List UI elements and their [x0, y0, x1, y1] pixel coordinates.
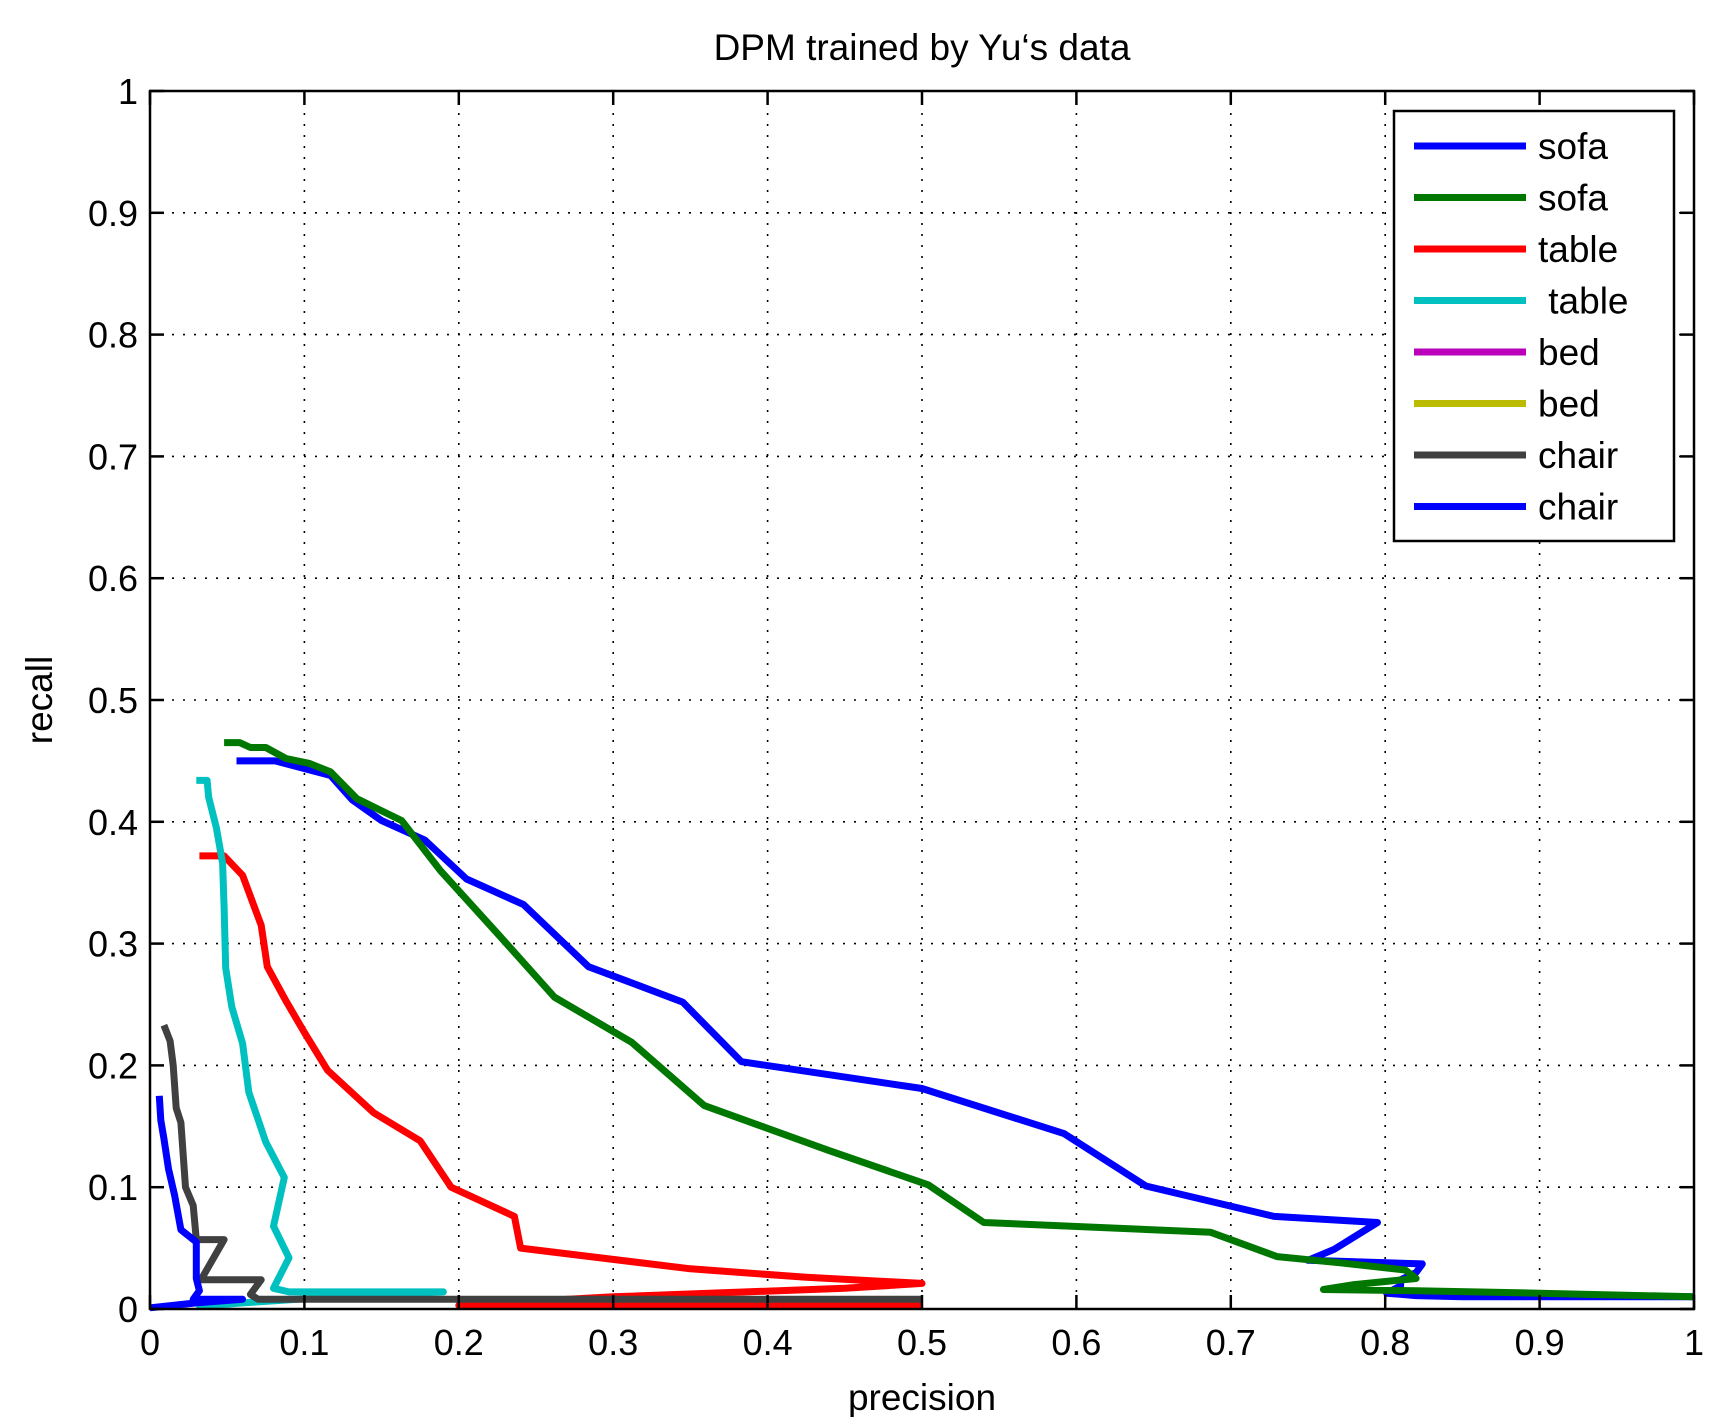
y-tick-label: 0.7	[88, 436, 138, 477]
x-tick-label: 0.5	[897, 1322, 947, 1363]
x-tick-label: 0.1	[279, 1322, 329, 1363]
y-tick-label: 0.8	[88, 315, 138, 356]
legend-label-1: sofa	[1538, 126, 1608, 167]
y-tick-label: 0.2	[88, 1045, 138, 1086]
series-line-4	[196, 776, 447, 1311]
legend: sofa sofa table table bed bed chair chair	[1392, 109, 1676, 543]
legend-label-6: bed	[1538, 384, 1600, 425]
x-tick-label: 0.9	[1515, 1322, 1565, 1363]
x-tick-label: 0.3	[588, 1322, 638, 1363]
chart-title: DPM trained by Yu‘s data	[714, 27, 1131, 68]
x-axis-label: precision	[848, 1377, 996, 1417]
x-tick-label: 1	[1684, 1322, 1704, 1363]
x-tick-label: 0.2	[434, 1322, 484, 1363]
series-lines	[149, 739, 1695, 1312]
y-tick-label: 0.1	[88, 1167, 138, 1208]
series-line-8	[149, 1095, 247, 1312]
x-tick-label: 0.7	[1206, 1322, 1256, 1363]
y-tick-label: 0.4	[88, 802, 138, 843]
x-tick-label: 0.4	[743, 1322, 793, 1363]
y-tick-label: 1	[118, 71, 138, 112]
legend-label-7: chair	[1538, 435, 1618, 476]
y-tick-label: 0.9	[88, 193, 138, 234]
legend-label-3: table	[1538, 229, 1618, 270]
legend-label-8: chair	[1538, 487, 1618, 528]
grid	[150, 91, 1694, 1309]
series-line-3	[199, 852, 926, 1309]
x-tick-label: 0	[140, 1322, 160, 1363]
y-tick-label: 0.5	[88, 680, 138, 721]
series-line-1	[236, 757, 1694, 1301]
x-tick-label: 0.8	[1360, 1322, 1410, 1363]
axis-ticks: 0 0.1 0.2 0.3 0.4 0.5 0.6 0.7 0.8 0.9 1 0 0.1 0.2 0.3 0…	[88, 71, 1704, 1363]
legend-label-4: table	[1538, 281, 1629, 322]
y-tick-label: 0.6	[88, 558, 138, 599]
legend-label-2: sofa	[1538, 178, 1608, 219]
series-line-2	[224, 739, 1695, 1301]
y-tick-label: 0.3	[88, 924, 138, 965]
y-tick-label: 0	[118, 1289, 138, 1330]
x-tick-label: 0.6	[1051, 1322, 1101, 1363]
legend-box	[1392, 109, 1676, 543]
y-axis-label: recall	[19, 656, 60, 744]
legend-label-5: bed	[1538, 332, 1600, 373]
